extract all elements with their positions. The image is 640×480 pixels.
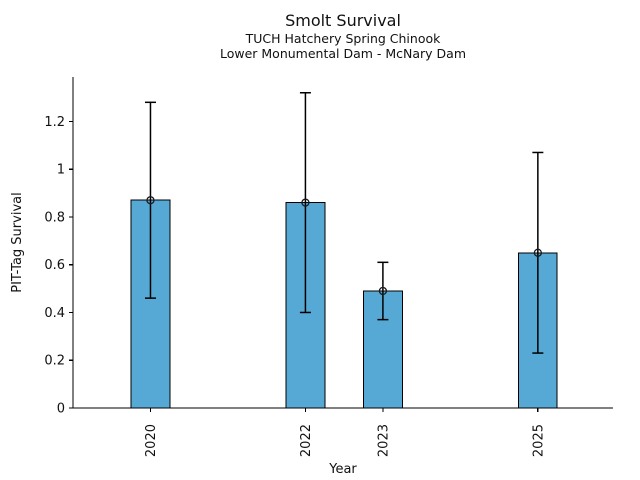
mean-marker: [146, 196, 155, 205]
y-tick-label: 0.4: [44, 306, 65, 321]
mean-marker: [378, 286, 388, 296]
x-tick-label: 2025: [531, 424, 546, 457]
chart-title: Smolt Survival: [285, 11, 401, 30]
y-tick-label: 0.2: [44, 354, 65, 369]
x-tick-label: 2023: [376, 424, 391, 457]
mean-marker: [533, 248, 542, 257]
y-tick-label: 1.2: [44, 115, 65, 130]
y-tick-label: 1: [57, 163, 65, 178]
x-axis-label: Year: [329, 462, 357, 477]
chart-subtitle-reach: Lower Monumental Dam - McNary Dam: [219, 46, 467, 61]
x-tick-label: 2020: [144, 424, 159, 457]
x-tick-label: 2022: [299, 424, 314, 457]
chart-subtitle-stock: TUCH Hatchery Spring Chinook: [245, 31, 441, 46]
y-tick-label: 0.6: [44, 258, 65, 273]
y-tick-label: 0.8: [44, 210, 65, 225]
y-tick-label: 0: [57, 402, 65, 417]
mean-marker: [301, 198, 310, 207]
